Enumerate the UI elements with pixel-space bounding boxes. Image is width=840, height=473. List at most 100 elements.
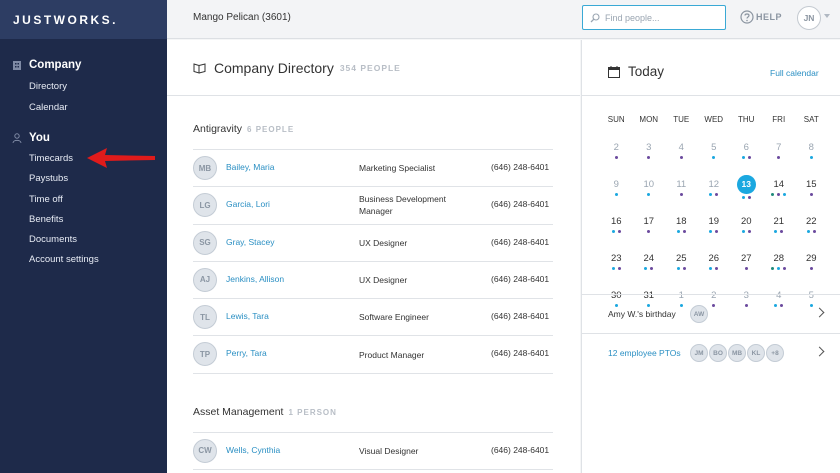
calendar-day[interactable]: 21 (763, 216, 796, 246)
calendar-day[interactable]: 14 (763, 179, 796, 209)
table-row[interactable]: CW Wells, Cynthia Visual Designer (646) 248… (193, 433, 553, 471)
event-dots (795, 304, 828, 307)
calendar-day[interactable]: 16 (600, 216, 633, 246)
event-dots (698, 230, 731, 233)
table-row[interactable]: AJ Jenkins, Allison UX Designer (646) 248-6… (193, 262, 553, 300)
calendar-day[interactable]: 1 (665, 290, 698, 320)
chevron-right-icon[interactable] (814, 346, 825, 357)
sidebar-item-benefits[interactable]: Benefits (29, 213, 64, 225)
full-calendar-link[interactable]: Full calendar (770, 68, 819, 78)
nav-heading-company[interactable]: Company (0, 57, 167, 73)
calendar-day[interactable]: 18 (665, 216, 698, 246)
day-number: 5 (808, 290, 814, 301)
calendar-day[interactable]: 29 (795, 253, 828, 283)
calendar-day[interactable]: 4 (763, 290, 796, 320)
sidebar-item-documents[interactable]: Documents (29, 234, 78, 246)
avatar[interactable]: CW (193, 438, 217, 463)
sidebar-item-paystubs[interactable]: Paystubs (29, 173, 69, 185)
search-input[interactable] (605, 10, 720, 25)
calendar-day[interactable]: 7 (763, 142, 796, 172)
sidebar-item-account-settings[interactable]: Account settings (29, 254, 99, 266)
table-row[interactable]: LG Garcia, Lori Business Development Manag… (193, 187, 553, 225)
justworks-logo[interactable]: JUSTWORKS. (0, 0, 167, 39)
sidebar-item-time-off[interactable]: Time off (29, 193, 63, 205)
event-dot (744, 267, 748, 270)
avatar[interactable]: TP (193, 342, 217, 367)
event-dot (812, 230, 816, 233)
table-row[interactable]: TL Lewis, Tara Software Engineer (646) 248-… (193, 299, 553, 337)
day-number: 1 (678, 290, 684, 301)
table-row[interactable]: MB Bailey, Maria Marketing Specialist (646)… (193, 150, 553, 188)
sidebar: JUSTWORKS. Company Directory Calendar Yo… (0, 0, 167, 473)
calendar-day[interactable]: 31 (633, 290, 666, 320)
calendar-day[interactable]: 15 (795, 179, 828, 209)
person-name-link[interactable]: Jenkins, Allison (226, 273, 285, 284)
calendar-day[interactable]: 5 (795, 290, 828, 320)
calendar-day[interactable]: 30 (600, 290, 633, 320)
calendar-day[interactable]: 11 (665, 179, 698, 209)
day-number: 24 (643, 253, 655, 264)
calendar-day[interactable]: 10 (633, 179, 666, 209)
person-name-link[interactable]: Perry, Tara (226, 348, 267, 359)
directory-panel: Company Directory 354 PEOPLE Antigravity… (167, 40, 580, 473)
event-birthday[interactable]: Amy W.'s birthday AW (582, 294, 840, 334)
calendar-day[interactable]: 24 (633, 253, 666, 283)
phone-number: (646) 248-6401 (491, 236, 550, 247)
calendar-day[interactable]: 3 (730, 290, 763, 320)
event-dot (809, 156, 813, 159)
avatar[interactable]: AJ (193, 267, 217, 292)
avatar[interactable]: MB (193, 156, 217, 180)
person-name-link[interactable]: Gray, Stacey (226, 236, 275, 247)
calendar-day[interactable]: 20 (730, 216, 763, 246)
calendar-day[interactable]: 22 (795, 216, 828, 246)
event-dot (611, 230, 615, 233)
nav-heading-you[interactable]: You (0, 130, 167, 146)
event-dots (665, 230, 698, 233)
avatar: KL (747, 344, 765, 362)
avatar[interactable]: SG (193, 230, 217, 255)
calendar-day[interactable]: 3 (633, 142, 666, 172)
table-row[interactable]: TP Perry, Tara Product Manager (646) 248-64… (193, 336, 553, 374)
calendar-day[interactable]: 2 (698, 290, 731, 320)
calendar-day[interactable]: 27 (730, 253, 763, 283)
event-dot (715, 193, 719, 196)
calendar-day-today[interactable]: 13 (730, 175, 763, 209)
event-pto[interactable]: 12 employee PTOs JM BO MB KL +8 (582, 333, 840, 373)
calendar-day[interactable]: 28 (763, 253, 796, 283)
event-dot (715, 230, 719, 233)
calendar-day[interactable]: 12 (698, 179, 731, 209)
avatar[interactable]: TL (193, 305, 217, 330)
calendar-day[interactable]: 26 (698, 253, 731, 283)
person-name-link[interactable]: Bailey, Maria (226, 162, 275, 172)
calendar-day[interactable]: 19 (698, 216, 731, 246)
table-row[interactable]: SG Gray, Stacey UX Designer (646) 248-6401 (193, 225, 553, 262)
person-name-link[interactable]: Wells, Cynthia (226, 444, 281, 455)
calendar-day[interactable]: 4 (665, 142, 698, 172)
event-dot (777, 156, 781, 159)
chevron-down-icon[interactable] (824, 14, 830, 18)
calendar-day[interactable]: 6 (730, 142, 763, 172)
calendar-day[interactable]: 5 (698, 142, 731, 172)
calendar-day[interactable]: 9 (600, 179, 633, 209)
search-box[interactable] (582, 5, 726, 30)
calendar-day[interactable]: 23 (600, 253, 633, 283)
calendar-day[interactable]: 25 (665, 253, 698, 283)
avatar[interactable]: LG (193, 193, 217, 218)
event-dot (771, 193, 775, 196)
chevron-right-icon[interactable] (814, 307, 825, 318)
event-dot (809, 304, 813, 307)
avatar: JM (690, 344, 708, 362)
event-dot (617, 230, 621, 233)
calendar-day[interactable]: 17 (633, 216, 666, 246)
event-dot (679, 304, 683, 307)
sidebar-item-timecards[interactable]: Timecards (29, 153, 73, 164)
person-name-link[interactable]: Garcia, Lori (226, 199, 270, 210)
company-name[interactable]: Mango Pelican (3601) (193, 12, 291, 23)
person-name-link[interactable]: Lewis, Tara (226, 311, 269, 322)
sidebar-item-calendar[interactable]: Calendar (29, 101, 68, 113)
user-avatar[interactable]: JN (797, 6, 821, 30)
sidebar-item-directory[interactable]: Directory (29, 81, 68, 92)
calendar-day[interactable]: 2 (600, 142, 633, 172)
help-button[interactable]: HELP (740, 10, 782, 24)
calendar-day[interactable]: 8 (795, 142, 828, 172)
